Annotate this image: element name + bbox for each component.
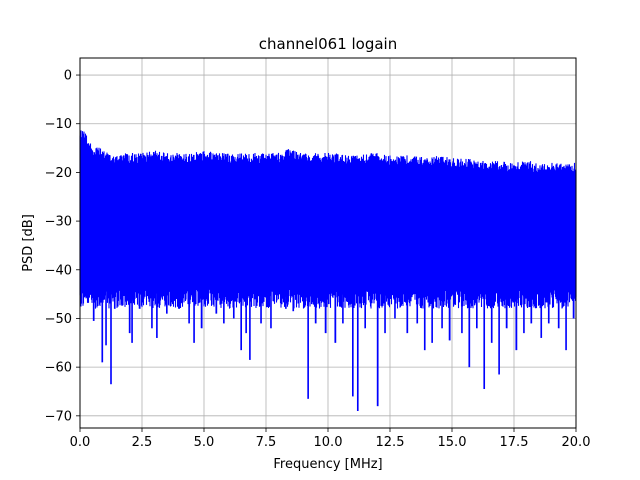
x-tick-label: 12.5: [376, 435, 405, 450]
x-tick-label: 20.0: [562, 435, 591, 450]
y-tick-label: −60: [45, 361, 72, 376]
x-tick-label: 15.0: [438, 435, 467, 450]
y-tick-label: 0: [64, 69, 72, 84]
y-axis-label: PSD [dB]: [21, 214, 36, 272]
y-tick-label: −10: [45, 117, 72, 132]
x-tick-label: 17.5: [500, 435, 529, 450]
y-tick-label: −40: [45, 263, 72, 278]
x-tick-label: 0.0: [70, 435, 91, 450]
y-axis-ticks: 0 −10 −20 −30 −40 −50 −60 −70: [45, 69, 80, 424]
plot-area: [79, 128, 577, 411]
psd-series-line: [79, 130, 577, 411]
y-tick-label: −30: [45, 215, 72, 230]
chart-title: channel061 logain: [259, 35, 398, 53]
x-axis-ticks: 0.0 2.5 5.0 7.5 10.0 12.5 15.0 17.5 20.0: [70, 428, 591, 450]
x-tick-label: 2.5: [132, 435, 153, 450]
y-tick-label: −50: [45, 312, 72, 327]
x-tick-label: 10.0: [314, 435, 343, 450]
x-tick-label: 5.0: [194, 435, 215, 450]
y-tick-label: −70: [45, 409, 72, 424]
x-axis-label: Frequency [MHz]: [273, 457, 382, 472]
x-tick-label: 7.5: [256, 435, 277, 450]
y-tick-label: −20: [45, 166, 72, 181]
